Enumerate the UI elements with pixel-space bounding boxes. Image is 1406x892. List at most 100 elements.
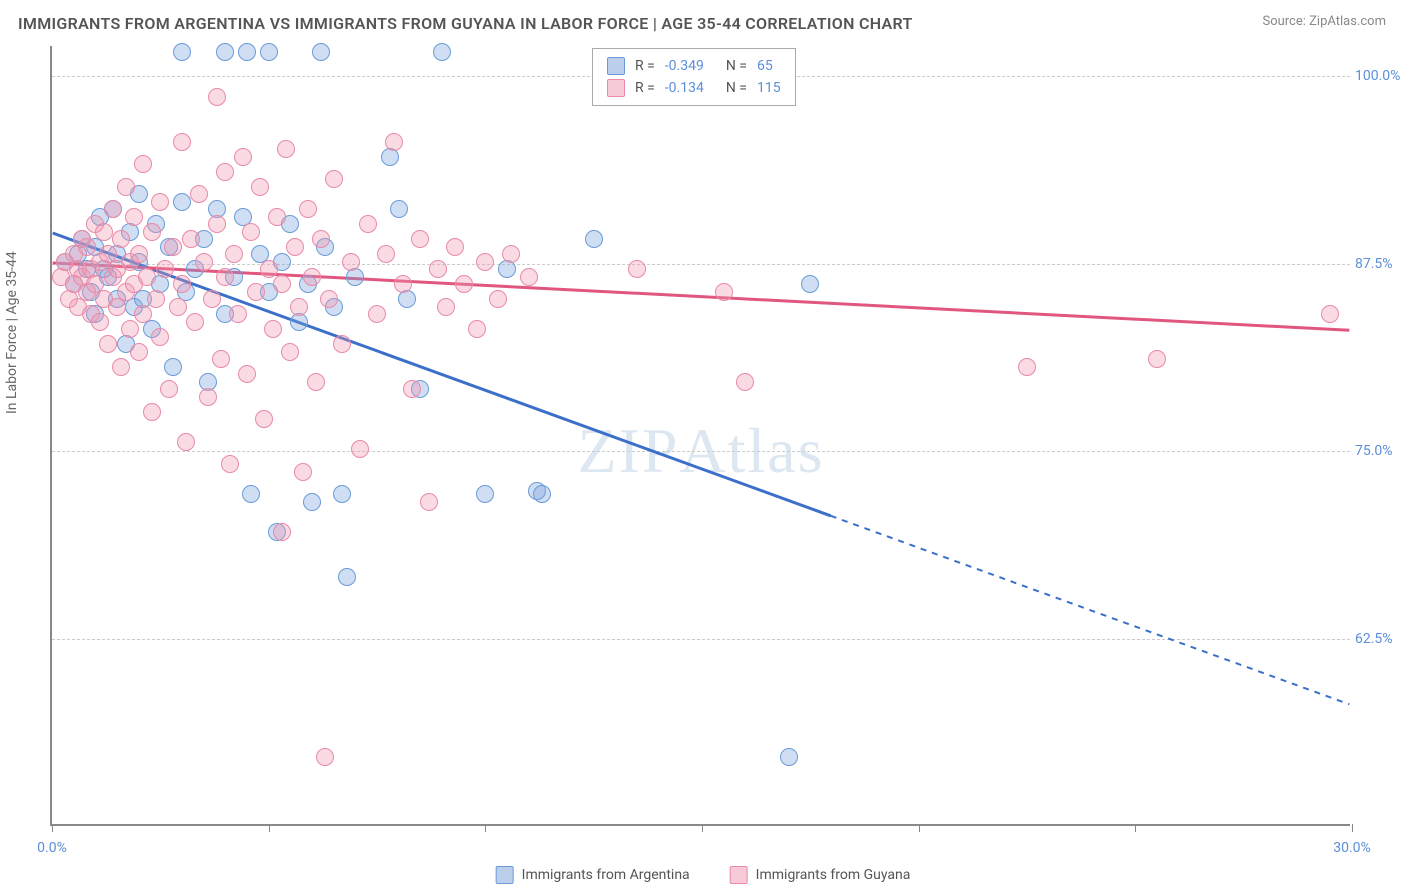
- data-point: [134, 305, 152, 323]
- x-tick: [1135, 824, 1136, 832]
- data-point: [134, 155, 152, 173]
- data-point: [221, 455, 239, 473]
- data-point: [801, 275, 819, 293]
- y-axis-label: In Labor Force | Age 35-44: [4, 251, 20, 414]
- data-point: [377, 245, 395, 263]
- data-point: [173, 43, 191, 61]
- chart-title: IMMIGRANTS FROM ARGENTINA VS IMMIGRANTS …: [18, 14, 913, 33]
- data-point: [316, 748, 334, 766]
- data-point: [234, 148, 252, 166]
- data-point: [290, 298, 308, 316]
- data-point: [585, 230, 603, 248]
- data-point: [429, 260, 447, 278]
- data-point: [99, 335, 117, 353]
- data-point: [312, 43, 330, 61]
- x-tick-label: 0.0%: [37, 840, 67, 856]
- data-point: [173, 275, 191, 293]
- data-point: [216, 43, 234, 61]
- data-point: [715, 283, 733, 301]
- data-point: [112, 358, 130, 376]
- data-point: [303, 493, 321, 511]
- data-point: [112, 230, 130, 248]
- n-label: N =: [726, 58, 747, 74]
- data-point: [476, 485, 494, 503]
- data-point: [195, 253, 213, 271]
- data-point: [242, 485, 260, 503]
- data-point: [351, 440, 369, 458]
- swatch-argentina: [496, 866, 514, 884]
- data-point: [273, 275, 291, 293]
- data-point: [78, 238, 96, 256]
- gridline: [52, 264, 1350, 265]
- data-point: [411, 230, 429, 248]
- data-point: [130, 245, 148, 263]
- data-point: [320, 290, 338, 308]
- stats-row-argentina: R = -0.349 N = 65: [607, 55, 781, 77]
- series-legend: Immigrants from Argentina Immigrants fro…: [496, 866, 911, 884]
- data-point: [177, 433, 195, 451]
- data-point: [238, 43, 256, 61]
- data-point: [433, 43, 451, 61]
- data-point: [338, 568, 356, 586]
- y-tick-label: 87.5%: [1355, 256, 1405, 272]
- n-label: N =: [726, 80, 747, 96]
- data-point: [91, 313, 109, 331]
- data-point: [286, 238, 304, 256]
- x-tick: [269, 824, 270, 832]
- data-point: [520, 268, 538, 286]
- data-point: [130, 343, 148, 361]
- data-point: [294, 463, 312, 481]
- data-point: [143, 403, 161, 421]
- data-point: [312, 230, 330, 248]
- y-tick-label: 75.0%: [1355, 443, 1405, 459]
- x-tick: [485, 824, 486, 832]
- data-point: [455, 275, 473, 293]
- data-point: [117, 178, 135, 196]
- data-point: [385, 133, 403, 151]
- legend-item-guyana: Immigrants from Guyana: [730, 866, 911, 884]
- data-point: [303, 268, 321, 286]
- data-point: [390, 200, 408, 218]
- data-point: [1018, 358, 1036, 376]
- data-point: [403, 380, 421, 398]
- data-point: [333, 485, 351, 503]
- x-tick: [702, 824, 703, 832]
- data-point: [125, 208, 143, 226]
- data-point: [437, 298, 455, 316]
- plot-area: ZIPAtlas 62.5%75.0%87.5%100.0% 0.0%30.0%…: [50, 46, 1350, 826]
- r-label: R =: [635, 58, 655, 74]
- trend-line-solid: [53, 263, 1350, 330]
- data-point: [394, 275, 412, 293]
- data-point: [138, 268, 156, 286]
- data-point: [446, 238, 464, 256]
- data-point: [489, 290, 507, 308]
- data-point: [264, 320, 282, 338]
- stats-legend: R = -0.349 N = 65 R = -0.134 N = 115: [592, 48, 796, 106]
- r-value-argentina: -0.349: [665, 58, 704, 74]
- data-point: [151, 193, 169, 211]
- data-point: [160, 380, 178, 398]
- x-tick: [1352, 824, 1353, 832]
- data-point: [216, 268, 234, 286]
- data-point: [229, 305, 247, 323]
- data-point: [1321, 305, 1339, 323]
- data-point: [186, 313, 204, 331]
- data-point: [225, 245, 243, 263]
- data-point: [368, 305, 386, 323]
- data-point: [260, 260, 278, 278]
- data-point: [277, 140, 295, 158]
- data-point: [247, 283, 265, 301]
- data-point: [242, 223, 260, 241]
- data-point: [251, 178, 269, 196]
- r-label: R =: [635, 80, 655, 96]
- data-point: [307, 373, 325, 391]
- x-tick-label: 30.0%: [1333, 840, 1371, 856]
- data-point: [502, 245, 520, 263]
- data-point: [208, 215, 226, 233]
- data-point: [208, 88, 226, 106]
- data-point: [333, 335, 351, 353]
- data-point: [121, 320, 139, 338]
- data-point: [173, 193, 191, 211]
- data-point: [628, 260, 646, 278]
- data-point: [216, 163, 234, 181]
